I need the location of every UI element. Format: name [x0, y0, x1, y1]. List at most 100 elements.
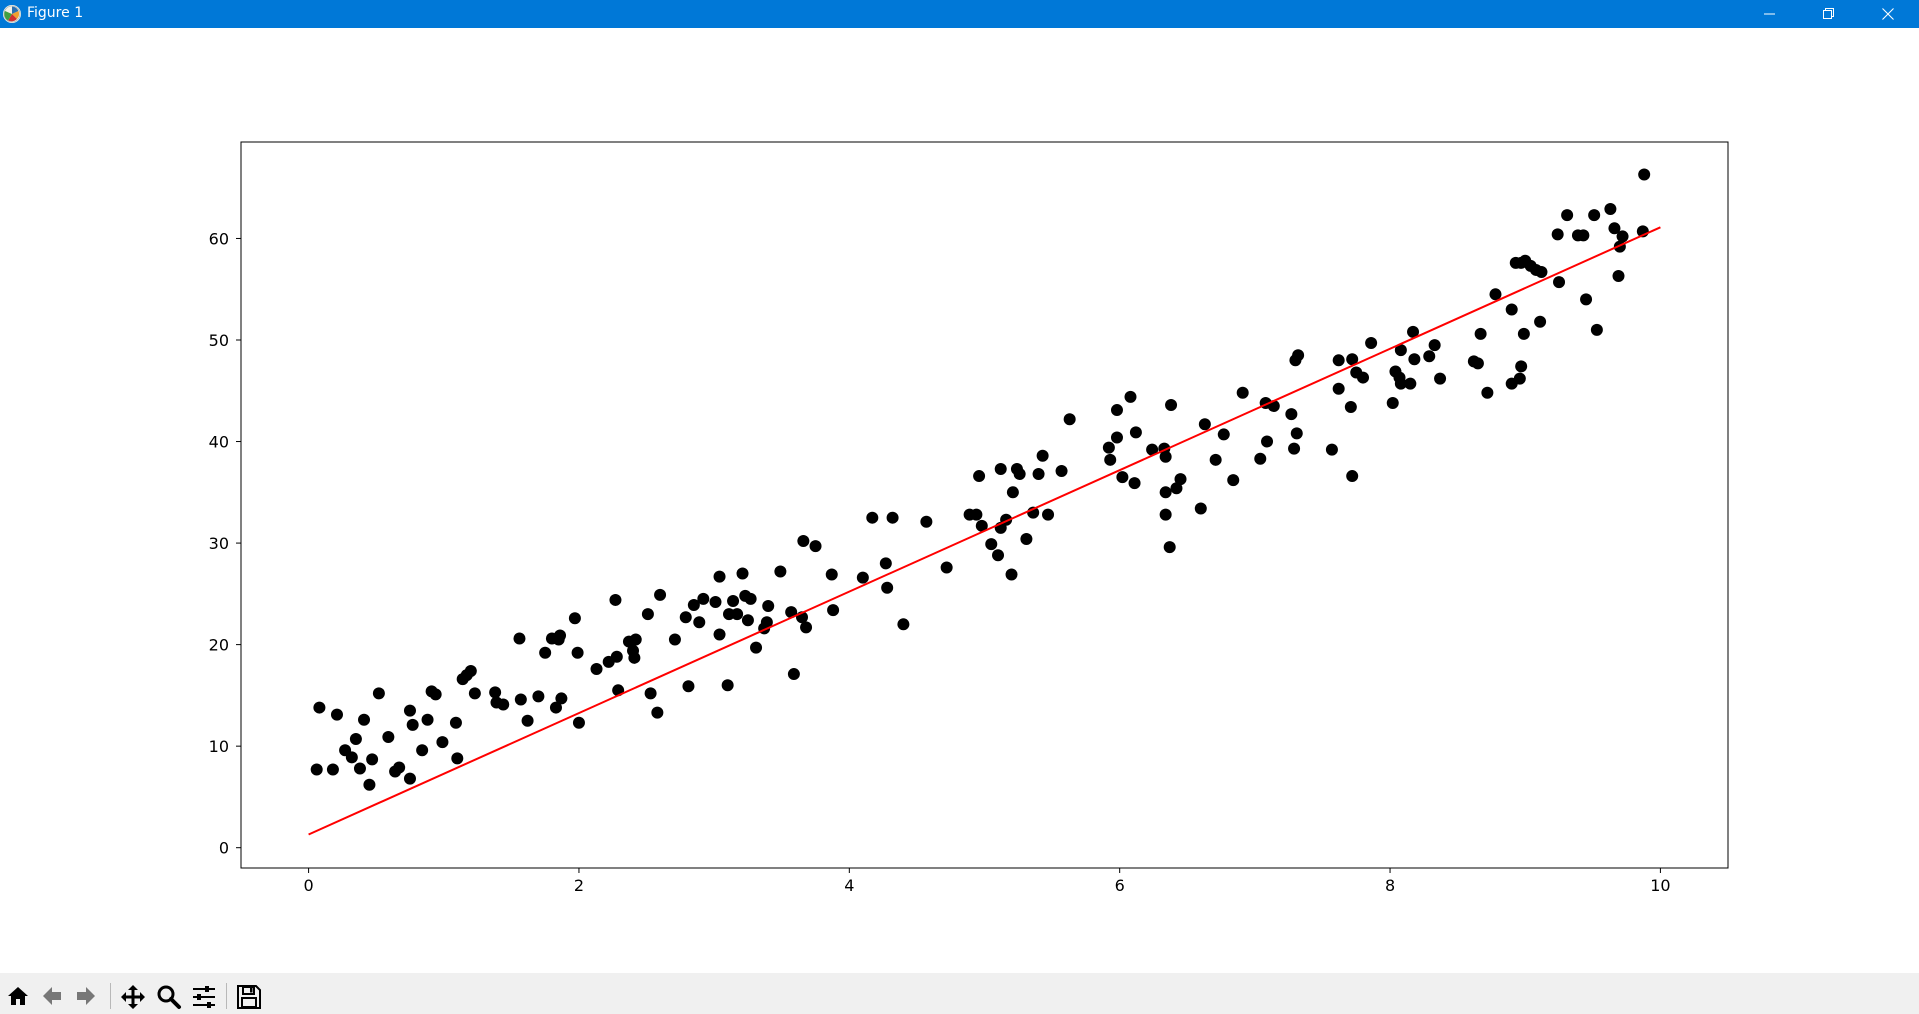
data-point	[787, 668, 800, 681]
zoom-button[interactable]	[154, 982, 182, 1010]
y-tick-label: 40	[209, 433, 229, 452]
data-point	[679, 611, 692, 624]
y-tick-label: 60	[209, 229, 229, 248]
forward-button[interactable]	[72, 982, 100, 1010]
data-point	[741, 614, 754, 627]
data-point	[1407, 325, 1420, 338]
data-point	[1357, 371, 1370, 384]
save-floppy-icon	[237, 985, 261, 1009]
data-point	[797, 535, 810, 548]
data-point	[1236, 386, 1249, 399]
data-point	[879, 557, 892, 570]
data-point	[468, 687, 481, 700]
data-point	[800, 621, 813, 634]
data-point	[1513, 372, 1526, 385]
data-point	[1580, 293, 1593, 306]
data-point	[549, 701, 562, 714]
y-tick-label: 50	[209, 331, 229, 350]
data-point	[372, 687, 385, 700]
close-button[interactable]	[1865, 0, 1911, 28]
data-point	[449, 716, 462, 729]
figure-canvas[interactable]: 0 2 4 6 8 10 0 10 20 30 40 50 60	[0, 28, 1919, 973]
data-point	[1365, 337, 1378, 350]
zoom-magnifier-icon	[157, 985, 181, 1009]
data-point	[731, 608, 744, 621]
data-point	[403, 772, 416, 785]
data-point	[554, 629, 567, 642]
data-point	[1590, 323, 1603, 336]
data-point	[1434, 372, 1447, 385]
fit-line	[308, 226, 1661, 836]
window-title: Figure 1	[27, 5, 84, 21]
data-point	[451, 752, 464, 765]
x-tick-label: 0	[303, 876, 313, 895]
data-point	[1163, 541, 1176, 554]
data-point	[609, 593, 622, 606]
data-point	[406, 718, 419, 731]
minimize-button[interactable]	[1747, 0, 1793, 28]
data-point	[970, 508, 983, 521]
x-tick-label: 4	[844, 876, 854, 895]
home-button[interactable]	[4, 982, 32, 1010]
data-point	[727, 594, 740, 607]
data-point	[897, 618, 910, 631]
data-point	[866, 511, 879, 524]
data-point	[330, 708, 343, 721]
data-point	[1013, 468, 1026, 481]
data-point	[644, 687, 657, 700]
data-point	[713, 570, 726, 583]
data-point	[654, 588, 667, 601]
data-point	[1174, 473, 1187, 486]
data-point	[1394, 377, 1407, 390]
data-point	[429, 688, 442, 701]
data-point	[1128, 477, 1141, 490]
data-point	[1332, 354, 1345, 367]
data-points	[310, 168, 1651, 791]
data-point	[1553, 276, 1566, 289]
data-point	[750, 641, 763, 654]
data-point	[310, 763, 323, 776]
data-point	[651, 706, 664, 719]
data-point	[994, 462, 1007, 475]
data-point	[1408, 353, 1421, 366]
restore-icon	[1823, 8, 1834, 19]
configure-subplots-button[interactable]	[189, 982, 217, 1010]
data-point	[1159, 486, 1172, 499]
back-arrow-icon	[43, 987, 61, 1005]
data-point	[353, 762, 366, 775]
data-point	[1116, 471, 1129, 484]
data-point	[1006, 486, 1019, 499]
pan-button[interactable]	[118, 982, 146, 1010]
data-point	[940, 561, 953, 574]
data-point	[1055, 464, 1068, 477]
data-point	[1471, 357, 1484, 370]
y-tick-label: 30	[209, 534, 229, 553]
data-point	[1129, 426, 1142, 439]
minimize-icon	[1764, 13, 1775, 15]
data-point	[1104, 453, 1117, 466]
data-point	[1159, 450, 1172, 463]
toolbar-separator	[110, 983, 111, 1009]
data-point	[1404, 377, 1417, 390]
data-point	[1346, 470, 1359, 483]
data-point	[1551, 228, 1564, 241]
axes-frame	[240, 141, 1729, 869]
data-point	[345, 751, 358, 764]
data-point	[1005, 568, 1018, 581]
restore-button[interactable]	[1806, 0, 1852, 28]
data-point	[713, 628, 726, 641]
data-point	[827, 604, 840, 617]
data-point	[421, 713, 434, 726]
data-point	[571, 646, 584, 659]
data-point	[382, 731, 395, 744]
data-point	[1505, 303, 1518, 316]
data-point	[1217, 428, 1230, 441]
data-point	[1020, 533, 1033, 546]
data-point	[568, 612, 581, 625]
save-button[interactable]	[234, 982, 262, 1010]
data-point	[1036, 449, 1049, 462]
data-point	[973, 470, 986, 483]
matplotlib-logo-icon	[3, 5, 21, 23]
back-button[interactable]	[38, 982, 66, 1010]
data-point	[1638, 168, 1651, 181]
